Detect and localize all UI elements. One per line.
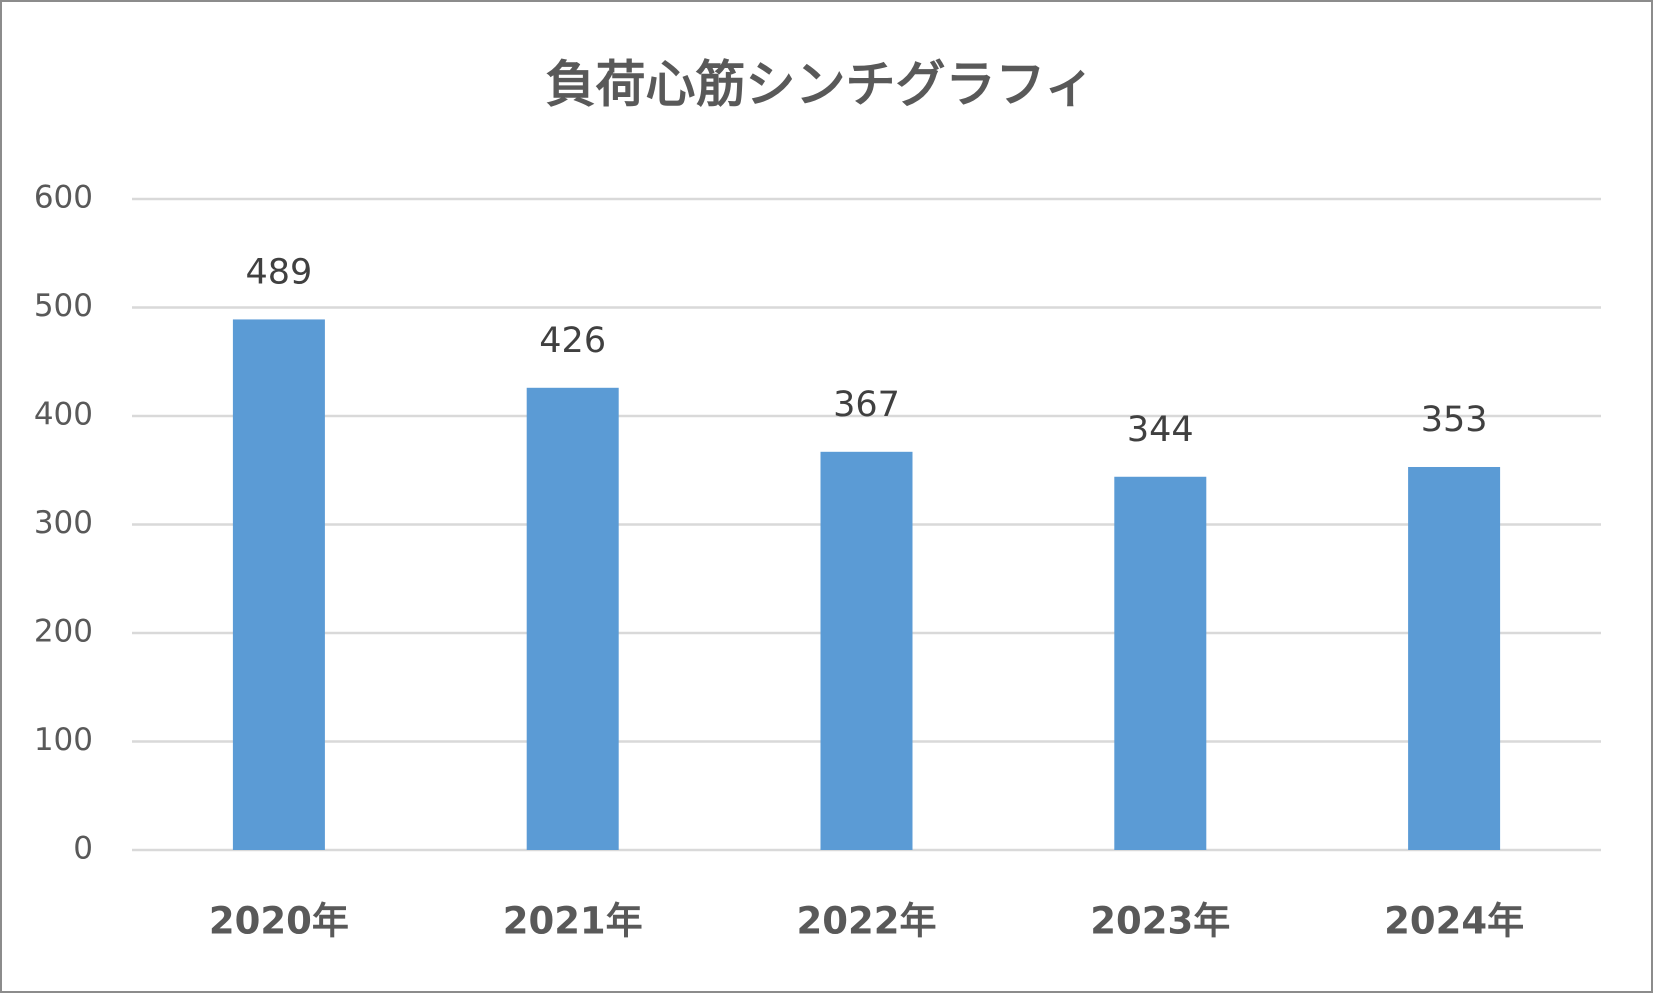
x-tick-label: 2023年 — [1090, 900, 1230, 943]
bar — [820, 451, 913, 850]
y-tick-label: 300 — [34, 505, 93, 541]
bar — [1114, 476, 1207, 850]
y-tick-label: 100 — [34, 722, 93, 758]
x-tick-label: 2021年 — [503, 900, 643, 943]
bar — [232, 319, 325, 850]
y-tick-label: 400 — [34, 397, 93, 433]
x-tick-label: 2024年 — [1384, 900, 1524, 943]
data-label: 489 — [245, 252, 312, 292]
chart-title: 負荷心筋シンチグラフィ — [546, 56, 1095, 114]
data-label: 344 — [1127, 410, 1194, 450]
y-tick-label: 0 — [73, 831, 93, 867]
y-tick-label: 600 — [34, 180, 93, 216]
data-label: 367 — [833, 385, 900, 425]
data-label: 426 — [539, 321, 606, 361]
bar — [526, 387, 619, 850]
x-tick-label: 2022年 — [797, 900, 937, 943]
x-tick-label: 2020年 — [209, 900, 349, 943]
data-label: 353 — [1421, 400, 1488, 440]
bar — [1408, 466, 1501, 850]
y-tick-label: 500 — [34, 288, 93, 324]
y-tick-label: 200 — [34, 614, 93, 650]
